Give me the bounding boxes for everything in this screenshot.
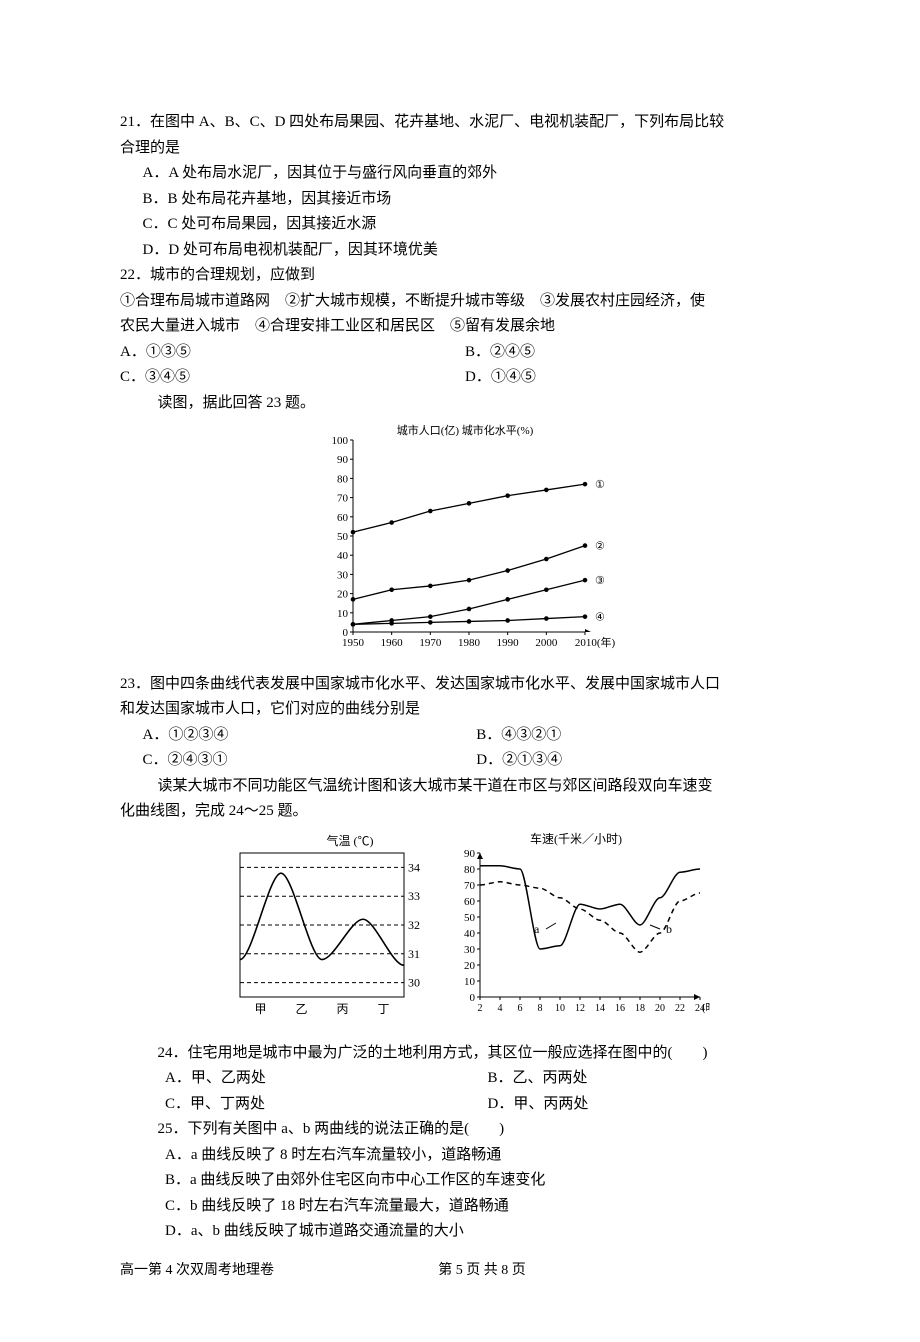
svg-text:4: 4	[498, 1003, 503, 1014]
svg-text:10: 10	[555, 1003, 565, 1014]
chart-temperature: 气温 (℃) 30 31 32 33 34 甲 乙 丙 丁	[220, 831, 440, 1021]
q24-stem: 24．住宅用地是城市中最为广泛的土地利用方式，其区位一般应选择在图中的( )	[120, 1041, 810, 1067]
svg-text:12: 12	[575, 1003, 585, 1014]
svg-text:14: 14	[595, 1003, 605, 1014]
svg-text:90: 90	[337, 454, 349, 466]
q25-opt-d: D．a、b 曲线反映了城市道路交通流量的大小	[120, 1219, 810, 1245]
svg-text:2000: 2000	[535, 637, 558, 649]
svg-text:②: ②	[595, 541, 605, 553]
svg-text:1980: 1980	[458, 637, 481, 649]
q24-opt-c: C．甲、丁两处	[165, 1092, 488, 1118]
svg-text:32: 32	[408, 918, 420, 932]
svg-text:气温 (℃): 气温 (℃)	[327, 833, 374, 848]
svg-text:a: a	[534, 922, 540, 936]
svg-text:30: 30	[464, 944, 476, 956]
context-23: 读图，据此回答 23 题。	[120, 391, 810, 417]
svg-text:50: 50	[337, 531, 349, 543]
svg-text:30: 30	[337, 569, 349, 581]
svg-text:80: 80	[464, 864, 476, 876]
svg-text:20: 20	[464, 960, 476, 972]
q21-opt-b: B．B 处布局花卉基地，因其接近市场	[120, 187, 810, 213]
svg-text:乙: 乙	[295, 1002, 307, 1016]
q25-opt-a: A．a 曲线反映了 8 时左右汽车流量较小，道路畅通	[120, 1143, 810, 1169]
q21-opt-d: D．D 处可布局电视机装配厂，因其环境优美	[120, 238, 810, 264]
svg-text:10: 10	[464, 976, 476, 988]
svg-text:1950: 1950	[342, 637, 365, 649]
svg-text:34: 34	[408, 860, 420, 874]
svg-text:33: 33	[408, 889, 420, 903]
footer-mid: 第 5 页 共 8 页	[274, 1259, 690, 1283]
footer-left: 高一第 4 次双周考地理卷	[120, 1259, 274, 1283]
svg-text:1960: 1960	[381, 637, 404, 649]
q22-opt-b: B．②④⑤	[465, 340, 810, 366]
svg-text:22: 22	[675, 1003, 685, 1014]
chart-speed: 车速(千米／小时) 0 10 20 30 40 50 60 70 80 90 2 4 6 8 10 12 14 16…	[450, 831, 710, 1021]
svg-text:18: 18	[635, 1003, 645, 1014]
svg-text:20: 20	[337, 589, 349, 601]
svg-text:①: ①	[595, 479, 605, 491]
q21-opt-a: A．A 处布局水泥厂，因其位于与盛行风向垂直的郊外	[120, 161, 810, 187]
svg-text:④: ④	[595, 612, 605, 624]
q22-items-l1: ①合理布局城市道路网 ②扩大城市规模，不断提升城市等级 ③发展农村庄园经济，使	[120, 289, 810, 315]
svg-text:丙: 丙	[336, 1002, 348, 1016]
svg-text:60: 60	[337, 512, 349, 524]
svg-text:31: 31	[408, 946, 420, 960]
chart-urbanization-svg: 城市人口(亿) 城市化水平(%)010203040506070809010019…	[315, 422, 615, 652]
q21-stem-l1: 21．在图中 A、B、C、D 四处布局果园、花卉基地、水泥厂、电视机装配厂，下列…	[120, 110, 810, 136]
svg-text:8: 8	[538, 1003, 543, 1014]
chart-pair: 气温 (℃) 30 31 32 33 34 甲 乙 丙 丁 车速(千米／小时) 0 10 20 30 40 5…	[120, 831, 810, 1021]
svg-text:60: 60	[464, 896, 476, 908]
q24-opt-b: B．乙、丙两处	[488, 1066, 811, 1092]
q23-opt-a: A．①②③④	[143, 723, 477, 749]
page-footer: 高一第 4 次双周考地理卷 第 5 页 共 8 页	[120, 1259, 810, 1283]
q22-opt-a: A．①③⑤	[120, 340, 465, 366]
svg-text:30: 30	[408, 975, 420, 989]
q21-opt-c: C．C 处可布局果园，因其接近水源	[120, 212, 810, 238]
q23-opt-c: C．②④③①	[143, 748, 477, 774]
svg-text:b: b	[666, 922, 672, 936]
svg-text:③: ③	[595, 575, 605, 587]
svg-text:90: 90	[464, 848, 476, 860]
q23-stem-l1: 23．图中四条曲线代表发展中国家城市化水平、发达国家城市化水平、发展中国家城市人…	[120, 672, 810, 698]
svg-text:40: 40	[337, 550, 349, 562]
svg-text:1970: 1970	[419, 637, 442, 649]
svg-text:6: 6	[518, 1003, 523, 1014]
context-24-l1: 读某大城市不同功能区气温统计图和该大城市某干道在市区与郊区间路段双向车速变	[120, 774, 810, 800]
q23-opt-b: B．④③②①	[476, 723, 810, 749]
svg-text:20: 20	[655, 1003, 665, 1014]
q22-stem: 22．城市的合理规划，应做到	[120, 263, 810, 289]
svg-text:甲: 甲	[254, 1002, 266, 1016]
q23-opt-d: D．②①③④	[476, 748, 810, 774]
q21-stem-l2: 合理的是	[120, 136, 810, 162]
q24-opt-d: D．甲、丙两处	[488, 1092, 811, 1118]
svg-text:2: 2	[478, 1003, 483, 1014]
svg-text:丁: 丁	[377, 1002, 389, 1016]
context-24-l2: 化曲线图，完成 24～25 题。	[120, 799, 810, 825]
svg-text:车速(千米／小时): 车速(千米／小时)	[530, 831, 622, 846]
q25-opt-b: B．a 曲线反映了由郊外住宅区向市中心工作区的车速变化	[120, 1168, 810, 1194]
svg-text:70: 70	[464, 880, 476, 892]
q22-opt-d: D．①④⑤	[465, 365, 810, 391]
q24-opt-a: A．甲、乙两处	[165, 1066, 488, 1092]
svg-text:10: 10	[337, 608, 349, 620]
svg-text:16: 16	[615, 1003, 625, 1014]
svg-text:(时): (时)	[702, 1002, 710, 1014]
q25-stem: 25．下列有关图中 a、b 两曲线的说法正确的是( )	[120, 1117, 810, 1143]
q25-opt-c: C．b 曲线反映了 18 时左右汽车流量最大，道路畅通	[120, 1194, 810, 1220]
q23-stem-l2: 和发达国家城市人口，它们对应的曲线分别是	[120, 697, 810, 723]
svg-text:100: 100	[332, 435, 349, 447]
svg-text:50: 50	[464, 912, 476, 924]
svg-text:70: 70	[337, 493, 349, 505]
svg-text:城市人口(亿) 城市化水平(%): 城市人口(亿) 城市化水平(%)	[397, 423, 534, 437]
svg-text:0: 0	[470, 992, 476, 1004]
svg-text:2010(年): 2010(年)	[575, 635, 615, 649]
chart-urbanization: 城市人口(亿) 城市化水平(%)010203040506070809010019…	[120, 422, 810, 662]
svg-text:80: 80	[337, 473, 349, 485]
q22-opt-c: C．③④⑤	[120, 365, 465, 391]
svg-text:1990: 1990	[497, 637, 520, 649]
svg-text:40: 40	[464, 928, 476, 940]
q22-items-l2: 农民大量进入城市 ④合理安排工业区和居民区 ⑤留有发展余地	[120, 314, 810, 340]
